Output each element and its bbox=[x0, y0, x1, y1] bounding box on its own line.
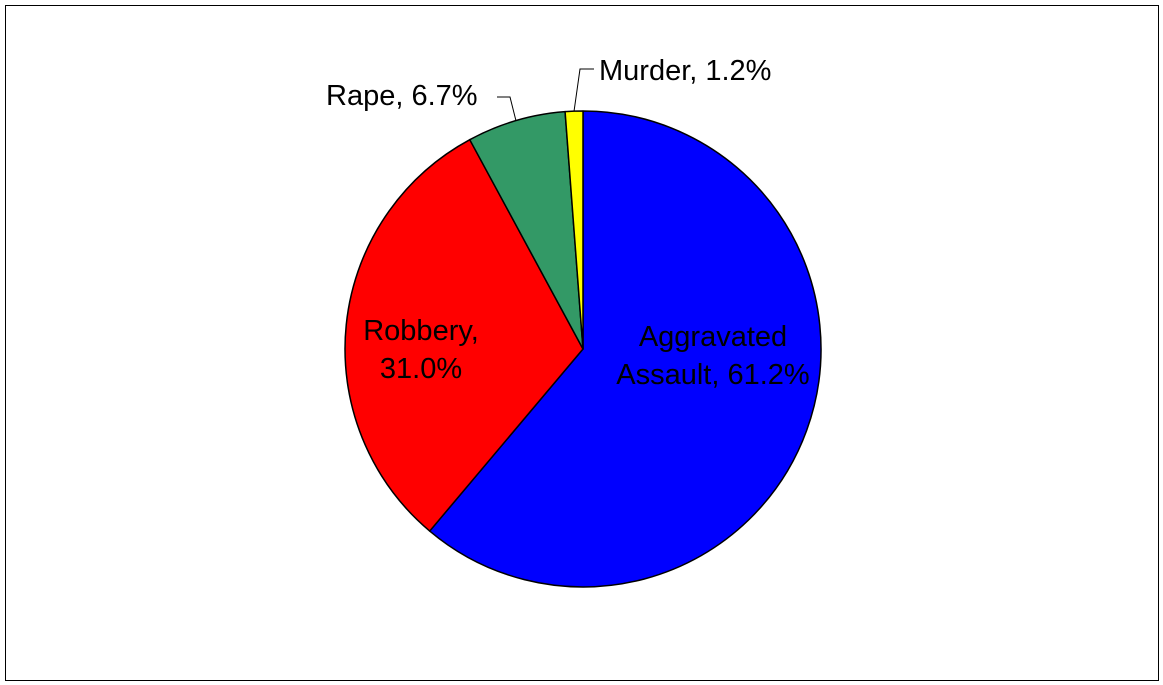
slice-labels: Aggravated Assault, 61.2% Robbery, 31.0%… bbox=[326, 55, 810, 391]
label-rape: Rape, 6.7% bbox=[326, 80, 478, 112]
label-murder: Murder, 1.2% bbox=[599, 55, 771, 87]
label-aggravated-assault-line2: Assault, 61.2% bbox=[616, 359, 809, 391]
pie-slices bbox=[344, 110, 822, 588]
leader-lines bbox=[497, 68, 594, 121]
label-robbery-line2: 31.0% bbox=[380, 353, 462, 385]
leader-line-rape bbox=[497, 96, 517, 121]
label-robbery-line1: Robbery, bbox=[363, 315, 479, 347]
leader-line-murder bbox=[573, 68, 594, 112]
label-aggravated-assault-line1: Aggravated bbox=[639, 321, 787, 353]
pie-slice-aggravated-assault bbox=[428, 110, 822, 588]
pie-slice-robbery bbox=[344, 138, 584, 532]
